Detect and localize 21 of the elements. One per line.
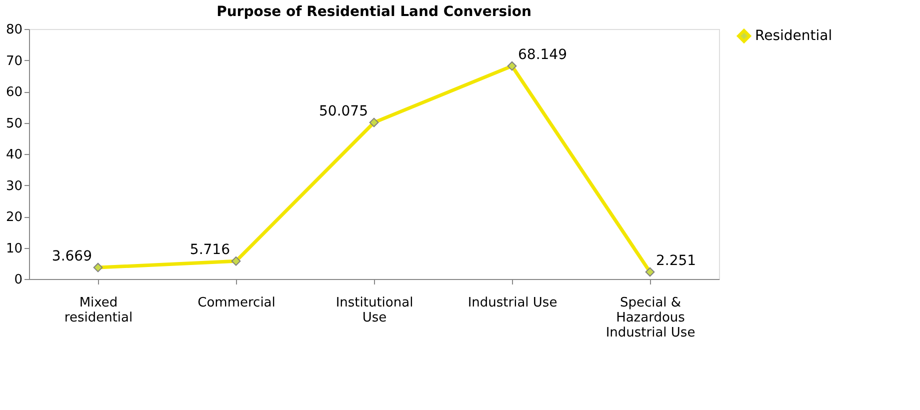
- data-label: 68.149: [518, 47, 567, 64]
- x-tick-label: Industrial Use: [468, 296, 558, 310]
- x-tick-label: Institutional Use: [336, 296, 414, 326]
- chart-title: Purpose of Residential Land Conversion: [216, 4, 532, 20]
- legend-label: Residential: [755, 28, 832, 44]
- x-tick-label: Special & Hazardous Industrial Use: [606, 296, 696, 340]
- y-tick-label: 80: [6, 22, 22, 38]
- y-tick-label: 60: [6, 85, 22, 100]
- y-tick-label: 10: [6, 241, 22, 256]
- x-tick-label: Mixed residential: [64, 296, 133, 326]
- y-tick-label: 20: [6, 210, 22, 225]
- y-tick-label: 70: [6, 54, 22, 69]
- y-tick-label: 40: [6, 148, 22, 162]
- data-label: 50.075: [319, 104, 368, 120]
- x-tick-label: Commercial: [198, 296, 276, 310]
- data-label: 3.669: [52, 248, 92, 265]
- y-tick-label: 30: [6, 178, 22, 194]
- data-label: 2.251: [656, 252, 696, 269]
- y-tick-label: 50: [6, 116, 22, 132]
- y-tick-label: 0: [14, 272, 22, 288]
- data-label: 5.716: [190, 242, 230, 258]
